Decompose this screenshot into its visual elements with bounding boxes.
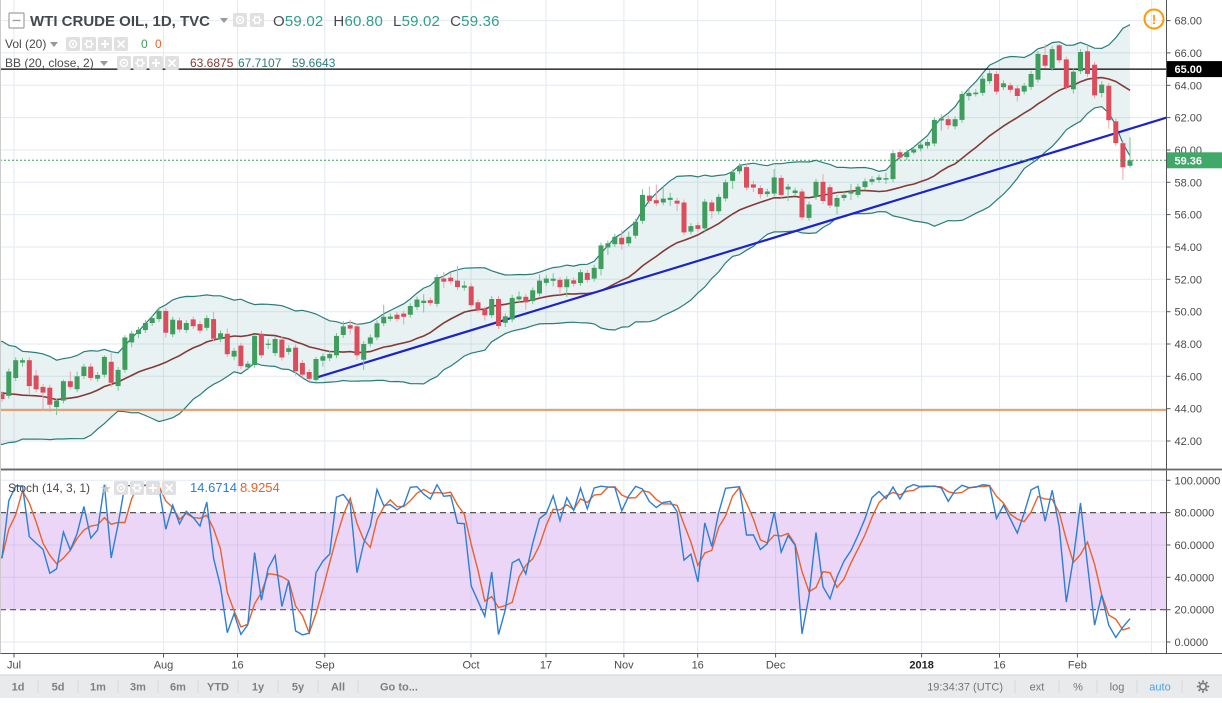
- svg-text:60.0000: 60.0000: [1175, 540, 1215, 552]
- svg-text:68.00: 68.00: [1175, 16, 1203, 28]
- svg-text:5d: 5d: [52, 682, 65, 694]
- svg-text:0: 0: [155, 37, 162, 51]
- svg-text:62.00: 62.00: [1175, 113, 1203, 125]
- svg-text:14.6714: 14.6714: [190, 480, 237, 495]
- svg-text:64.00: 64.00: [1175, 80, 1203, 92]
- svg-text:44.00: 44.00: [1175, 404, 1203, 416]
- svg-text:52.00: 52.00: [1175, 274, 1203, 286]
- svg-text:All: All: [331, 682, 345, 694]
- svg-text:46.00: 46.00: [1175, 371, 1203, 383]
- svg-text:BB (20, close, 2): BB (20, close, 2): [5, 56, 94, 70]
- svg-text:1m: 1m: [90, 682, 106, 694]
- svg-text:Dec: Dec: [766, 660, 786, 672]
- svg-text:48.00: 48.00: [1175, 339, 1203, 351]
- svg-text:16: 16: [993, 660, 1005, 672]
- svg-text:59.36: 59.36: [1175, 155, 1203, 167]
- svg-text:★: ★: [100, 481, 112, 496]
- svg-text:5y: 5y: [292, 682, 305, 694]
- svg-text:8.9254: 8.9254: [240, 480, 280, 495]
- svg-text:54.00: 54.00: [1175, 242, 1203, 254]
- svg-text:80.0000: 80.0000: [1175, 508, 1215, 520]
- svg-text:Nov: Nov: [614, 660, 634, 672]
- svg-text:67.7107: 67.7107: [238, 56, 282, 70]
- svg-text:6m: 6m: [170, 682, 186, 694]
- svg-text:50.00: 50.00: [1175, 307, 1203, 319]
- svg-text:!: !: [1152, 12, 1156, 27]
- svg-text:WTI CRUDE OIL, 1D, TVC: WTI CRUDE OIL, 1D, TVC: [30, 13, 210, 30]
- svg-text:1y: 1y: [252, 682, 265, 694]
- svg-text:Feb: Feb: [1068, 660, 1087, 672]
- svg-text:YTD: YTD: [207, 682, 229, 694]
- svg-text:2018: 2018: [909, 660, 933, 672]
- svg-text:40.0000: 40.0000: [1175, 572, 1215, 584]
- svg-text:59.6643: 59.6643: [292, 56, 336, 70]
- svg-text:Oct: Oct: [462, 660, 479, 672]
- svg-text:42.00: 42.00: [1175, 436, 1203, 448]
- svg-text:56.00: 56.00: [1175, 210, 1203, 222]
- svg-text:auto: auto: [1149, 682, 1170, 694]
- svg-text:ext: ext: [1030, 682, 1045, 694]
- svg-text:20.0000: 20.0000: [1175, 605, 1215, 617]
- svg-text:100.0000: 100.0000: [1175, 475, 1221, 487]
- svg-text:0: 0: [141, 37, 148, 51]
- svg-text:17: 17: [540, 660, 552, 672]
- svg-text:0.0000: 0.0000: [1175, 637, 1209, 649]
- svg-text:Aug: Aug: [154, 660, 174, 672]
- svg-text:%: %: [1073, 682, 1083, 694]
- svg-text:Go to...: Go to...: [380, 682, 418, 694]
- svg-text:19:34:37 (UTC): 19:34:37 (UTC): [927, 682, 1003, 694]
- svg-text:58.00: 58.00: [1175, 177, 1203, 189]
- svg-text:3m: 3m: [130, 682, 146, 694]
- svg-text:16: 16: [692, 660, 704, 672]
- svg-text:Sep: Sep: [315, 660, 335, 672]
- svg-text:1d: 1d: [12, 682, 25, 694]
- svg-text:16: 16: [231, 660, 243, 672]
- svg-text:log: log: [1110, 682, 1125, 694]
- svg-text:Vol (20): Vol (20): [5, 37, 46, 51]
- svg-text:66.00: 66.00: [1175, 48, 1203, 60]
- svg-text:Stoch (14, 3, 1): Stoch (14, 3, 1): [8, 481, 90, 495]
- svg-text:65.00: 65.00: [1175, 64, 1203, 76]
- svg-text:Jul: Jul: [7, 660, 21, 672]
- svg-text:63.6875: 63.6875: [190, 56, 234, 70]
